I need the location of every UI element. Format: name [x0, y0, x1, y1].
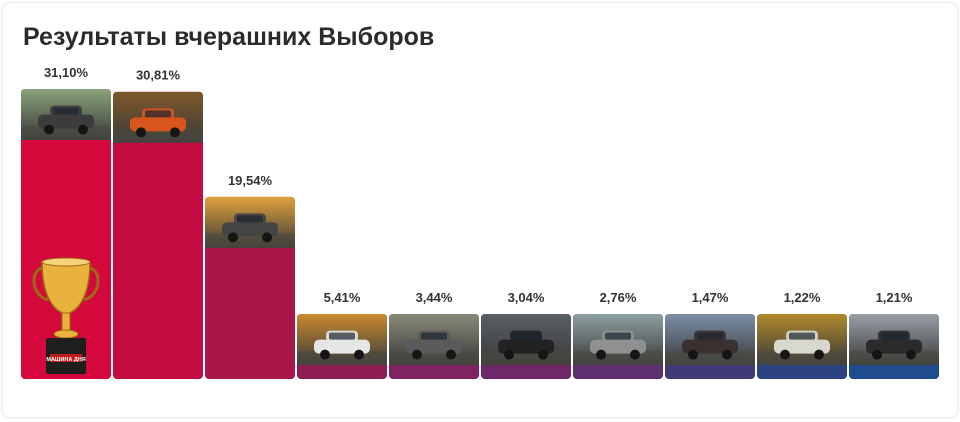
car-thumbnail	[21, 89, 111, 140]
bar-value-label: 19,54%	[228, 173, 273, 188]
bar-group[interactable]: 19,54%	[205, 173, 295, 379]
car-thumbnail	[205, 196, 295, 248]
bar-group[interactable]: 1,21%	[849, 290, 939, 379]
bar-group[interactable]: 3,04%	[481, 290, 571, 379]
bar-group[interactable]: 31,10%	[21, 65, 111, 379]
car-thumbnail	[849, 314, 939, 365]
bar-group[interactable]: 1,47%	[665, 290, 755, 379]
car-thumbnail	[573, 314, 663, 365]
car-thumbnail	[665, 314, 755, 365]
car-thumbnail	[113, 91, 203, 143]
bar-value-label: 1,22%	[784, 290, 821, 305]
bar-value-label: 3,04%	[508, 290, 545, 305]
bar-group[interactable]: 5,41%	[297, 290, 387, 379]
bar-value-label: 5,41%	[324, 290, 361, 305]
car-thumbnail	[481, 314, 571, 365]
bar-group[interactable]: 1,22%	[757, 290, 847, 379]
car-thumbnail	[757, 314, 847, 365]
bar-value-label: 3,44%	[416, 290, 453, 305]
bar-group[interactable]: 3,44%	[389, 290, 479, 379]
trophy-plate-text: МАШИНА ДНЯ	[46, 357, 85, 363]
car-thumbnail	[389, 314, 479, 365]
bar-group[interactable]: 2,76%	[573, 290, 663, 379]
car-thumbnail	[297, 314, 387, 365]
bar-value-label: 1,21%	[876, 290, 913, 305]
bar-value-label: 30,81%	[136, 68, 181, 83]
bar-value-label: 31,10%	[44, 65, 89, 80]
bar-group[interactable]: 30,81%	[113, 68, 203, 379]
bar-value-label: 2,76%	[600, 290, 637, 305]
trophy-icon: МАШИНА ДНЯ	[32, 257, 100, 374]
chart-title: Результаты вчерашних Выборов	[23, 23, 435, 51]
bar-value-label: 1,47%	[692, 290, 729, 305]
